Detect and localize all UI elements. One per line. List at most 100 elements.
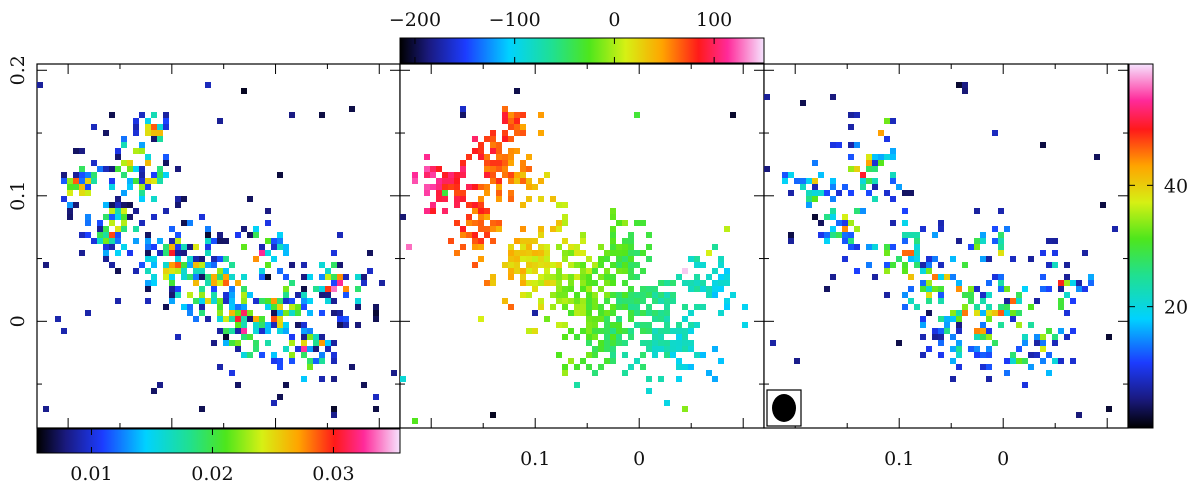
map-pixel [920,286,926,292]
map-pixel [496,184,502,190]
map-pixel [830,214,836,220]
map-pixel [556,292,562,298]
map-pixel [610,244,616,250]
map-pixel [586,268,592,274]
map-pixel [424,172,430,178]
map-pixel [313,286,319,292]
map-pixel [361,274,367,280]
map-pixel [676,376,682,382]
map-pixel [532,238,538,244]
map-pixel [337,316,343,322]
map-pixel [271,304,277,310]
map-pixel [373,310,379,316]
map-pixel [253,232,259,238]
map-pixel [508,154,514,160]
map-pixel [562,370,568,376]
map-pixel [902,262,908,268]
map-pixel [514,112,520,118]
map-pixel [1052,340,1058,346]
map-pixel [742,304,748,310]
map-pixel [175,334,181,340]
map-pixel [830,94,836,100]
map-pixel [217,274,223,280]
map-pixel [520,202,526,208]
map-pixel [706,250,712,256]
map-pixel [103,130,109,136]
map-pixel [454,202,460,208]
map-pixel [121,160,127,166]
map-pixel [127,250,133,256]
map-pixel [842,214,848,220]
map-pixel [67,184,73,190]
map-pixel [301,322,307,328]
map-pixel [694,256,700,262]
map-pixel [622,370,628,376]
map-pixel [187,292,193,298]
map-pixel [818,220,824,226]
map-pixel [544,262,550,268]
map-pixel [730,112,736,118]
map-pixel [950,316,956,322]
map-pixel [205,250,211,256]
map-pixel [127,184,133,190]
map-pixel [676,340,682,346]
map-pixel [139,112,145,118]
panel-right-ticks: 0.1 0 [764,64,1128,470]
map-pixel [337,262,343,268]
map-pixel [133,130,139,136]
map-pixel [229,340,235,346]
map-pixel [169,262,175,268]
map-pixel [319,340,325,346]
map-pixel [109,178,115,184]
map-pixel [782,178,788,184]
map-pixel [514,124,520,130]
map-pixel [187,244,193,250]
map-pixel [944,316,950,322]
map-pixel [454,184,460,190]
map-pixel [586,322,592,328]
map-pixel [782,172,788,178]
map-pixel [163,172,169,178]
map-pixel [658,334,664,340]
map-pixel [520,130,526,136]
map-pixel [478,196,484,202]
map-pixel [610,232,616,238]
map-pixel [938,292,944,298]
map-pixel [103,232,109,238]
map-pixel [610,334,616,340]
map-pixel [526,178,532,184]
map-pixel [664,316,670,322]
map-pixel [307,328,313,334]
map-pixel [277,232,283,238]
map-pixel [1010,310,1016,316]
map-pixel [610,358,616,364]
map-pixel [770,340,776,346]
map-pixel [1076,412,1082,418]
map-pixel [169,280,175,286]
map-pixel [211,238,217,244]
map-pixel [151,196,157,202]
map-pixel [319,358,325,364]
map-pixel [1052,358,1058,364]
map-pixel [460,166,466,172]
map-pixel [133,118,139,124]
map-pixel [610,310,616,316]
map-pixel [806,190,812,196]
map-pixel [91,172,97,178]
map-pixel [121,226,127,232]
map-pixel [127,202,133,208]
map-pixel [956,340,962,346]
map-pixel [646,322,652,328]
map-pixel [139,220,145,226]
map-pixel [85,232,91,238]
map-pixel [79,166,85,172]
map-pixel [442,172,448,178]
map-pixel [205,274,211,280]
map-pixel [1028,304,1034,310]
map-pixel [914,244,920,250]
map-pixel [950,358,956,364]
map-pixel [842,256,848,262]
map-pixel [301,340,307,346]
map-pixel [920,226,926,232]
map-pixel [640,292,646,298]
